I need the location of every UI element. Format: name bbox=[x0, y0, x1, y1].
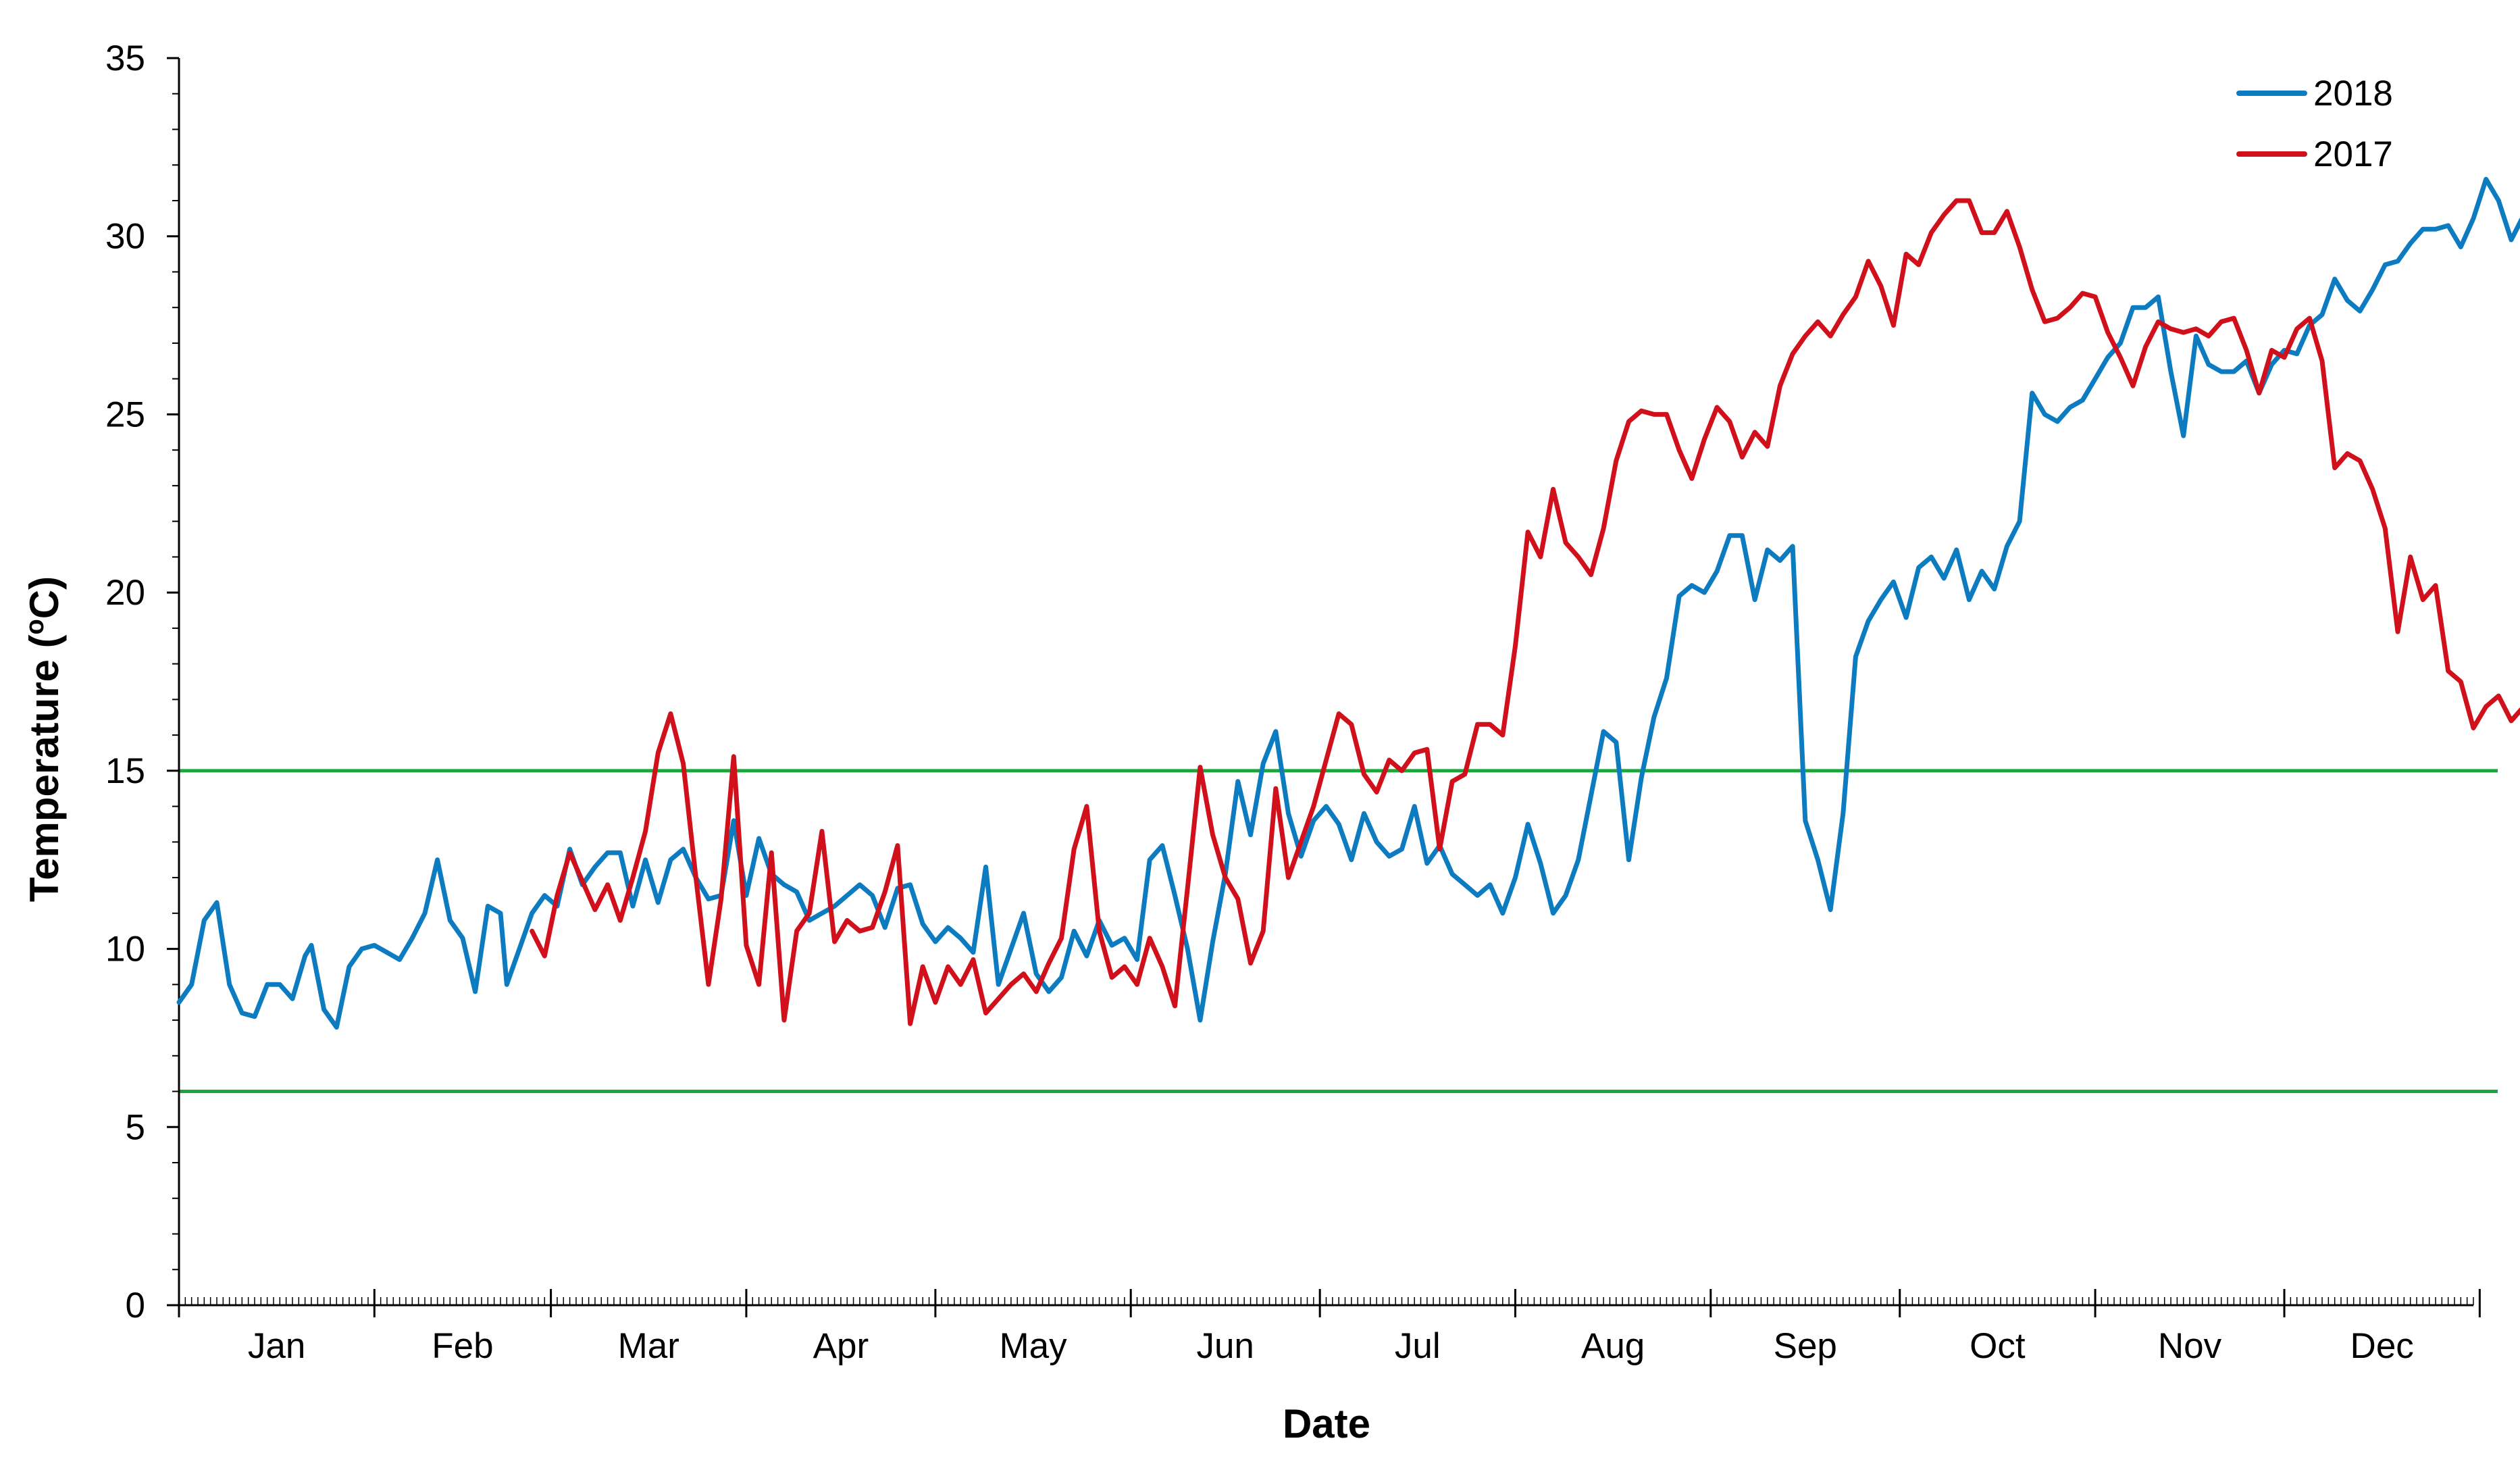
series-line-2018 bbox=[176, 176, 2520, 1030]
series-lines bbox=[176, 176, 2520, 1030]
y-tick-label: 20 bbox=[105, 573, 145, 613]
chart-axes bbox=[178, 58, 2473, 1317]
x-tick-label-nov: Nov bbox=[2158, 1326, 2222, 1366]
y-tick-label: 10 bbox=[105, 930, 145, 969]
reference-lines bbox=[179, 769, 2498, 1094]
y-tick-label: 30 bbox=[105, 217, 145, 257]
y-axis-title-suffix: C) bbox=[22, 576, 67, 619]
series-line-2017 bbox=[530, 198, 2520, 1026]
x-tick-label-aug: Aug bbox=[1581, 1326, 1645, 1366]
x-tick-label-dec: Dec bbox=[2350, 1326, 2414, 1366]
x-tick-label-apr: Apr bbox=[813, 1326, 869, 1366]
legend-label-2017: 2017 bbox=[2313, 134, 2393, 174]
y-tick-label: 15 bbox=[105, 751, 145, 791]
x-axis-title: Date bbox=[1283, 1401, 1370, 1446]
legend-label-2018: 2018 bbox=[2313, 74, 2393, 113]
x-tick-label-oct: Oct bbox=[1970, 1326, 2026, 1366]
x-tick-label-feb: Feb bbox=[432, 1326, 493, 1366]
y-axis-title-prefix: Temperature ( bbox=[22, 634, 67, 902]
x-tick-label-jun: Jun bbox=[1196, 1326, 1254, 1366]
y-tick-label: 0 bbox=[126, 1286, 145, 1325]
y-axis-title: Temperature (oC) bbox=[21, 576, 67, 902]
y-axis-title-superscript: o bbox=[21, 619, 49, 634]
x-tick-label-may: May bbox=[999, 1326, 1067, 1366]
y-tick-label: 25 bbox=[105, 395, 145, 434]
x-tick-label-sep: Sep bbox=[1774, 1326, 1837, 1366]
x-axis-ticks: Jan Feb Mar Apr May Jun Jul Aug Sep Oct Nov Dec bbox=[178, 1289, 2481, 1366]
legend: 2018 2017 bbox=[2236, 74, 2393, 174]
y-tick-label: 5 bbox=[126, 1107, 145, 1147]
y-tick-label: 35 bbox=[105, 39, 145, 78]
x-tick-label-mar: Mar bbox=[618, 1326, 679, 1366]
x-tick-label-jan: Jan bbox=[248, 1326, 305, 1366]
y-axis-ticks: 0 5 10 15 20 25 30 35 bbox=[105, 39, 179, 1325]
x-tick-label-jul: Jul bbox=[1395, 1326, 1441, 1366]
